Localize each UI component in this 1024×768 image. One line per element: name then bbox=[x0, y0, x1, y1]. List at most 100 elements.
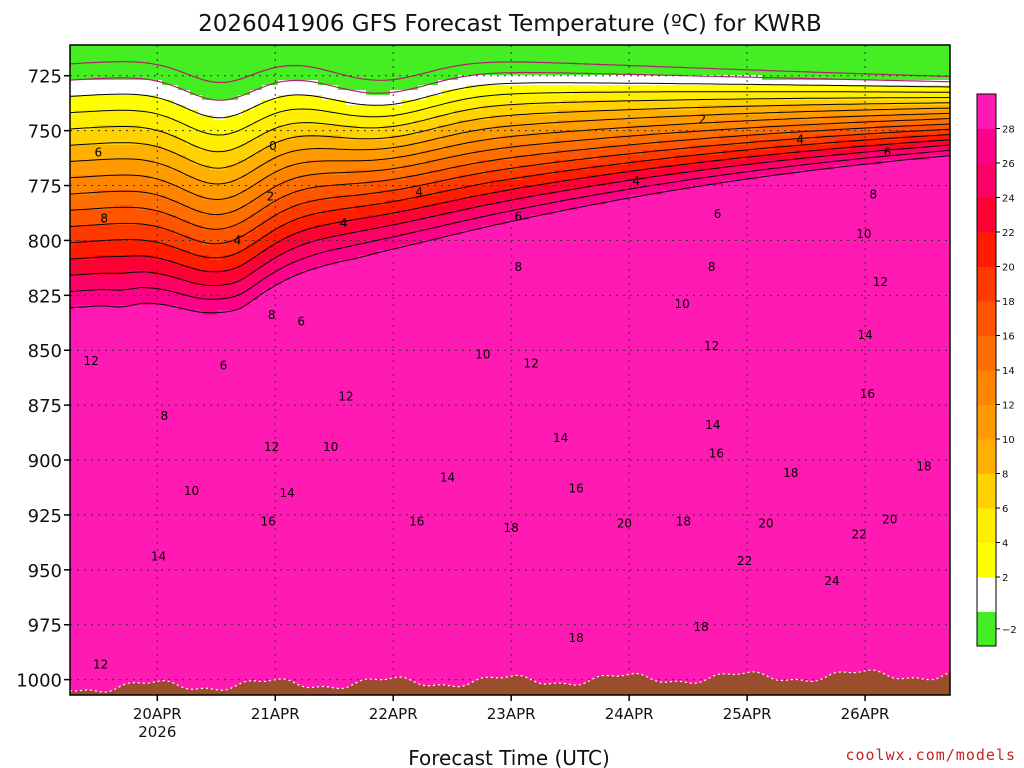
field-cell bbox=[74, 45, 79, 51]
field-cell bbox=[506, 80, 511, 86]
field-cell bbox=[154, 45, 159, 51]
field-cell bbox=[402, 80, 407, 86]
field-cell bbox=[86, 80, 91, 86]
field-cell bbox=[686, 55, 691, 61]
field-cell bbox=[410, 45, 415, 51]
field-cell bbox=[658, 45, 663, 51]
field-cell bbox=[526, 50, 531, 56]
field-cell bbox=[430, 55, 435, 61]
field-cell bbox=[362, 70, 367, 76]
field-cell bbox=[254, 60, 259, 66]
field-cell bbox=[370, 45, 375, 51]
field-cell bbox=[458, 80, 463, 86]
field-cell bbox=[670, 60, 675, 66]
field-cell bbox=[718, 65, 723, 71]
field-cell bbox=[370, 60, 375, 66]
field-cell bbox=[574, 55, 579, 61]
field-cell bbox=[398, 80, 403, 86]
field-cell bbox=[294, 55, 299, 61]
field-cell bbox=[274, 55, 279, 61]
field-cell bbox=[322, 50, 327, 56]
field-cell bbox=[190, 55, 195, 61]
field-cell bbox=[534, 55, 539, 61]
field-cell bbox=[422, 55, 427, 61]
field-cell bbox=[338, 65, 343, 71]
field-cell bbox=[218, 60, 223, 66]
field-cell bbox=[182, 65, 187, 71]
field-cell bbox=[454, 50, 459, 56]
field-cell bbox=[714, 60, 719, 66]
field-cell bbox=[586, 60, 591, 66]
field-cell bbox=[722, 45, 727, 51]
field-cell bbox=[342, 45, 347, 51]
field-cell bbox=[870, 55, 875, 61]
field-cell bbox=[866, 45, 871, 51]
field-cell bbox=[886, 45, 891, 51]
field-cell bbox=[786, 45, 791, 51]
field-cell bbox=[118, 80, 123, 86]
field-cell bbox=[306, 50, 311, 56]
field-cell bbox=[378, 65, 383, 71]
field-cell bbox=[186, 80, 191, 86]
field-cell bbox=[238, 60, 243, 66]
field-cell bbox=[198, 50, 203, 56]
field-cell bbox=[158, 70, 163, 76]
field-cell bbox=[370, 50, 375, 56]
field-cell bbox=[822, 50, 827, 56]
field-cell bbox=[498, 55, 503, 61]
field-cell bbox=[82, 80, 87, 86]
field-cell bbox=[222, 55, 227, 61]
field-cell bbox=[926, 60, 931, 66]
field-cell bbox=[818, 45, 823, 51]
field-cell bbox=[938, 55, 943, 61]
field-cell bbox=[286, 60, 291, 66]
field-cell bbox=[810, 45, 815, 51]
field-cell bbox=[446, 45, 451, 51]
field-cell bbox=[386, 50, 391, 56]
field-cell bbox=[874, 50, 879, 56]
field-cell bbox=[910, 65, 915, 71]
field-cell bbox=[754, 50, 759, 56]
field-cell bbox=[554, 55, 559, 61]
field-cell bbox=[482, 55, 487, 61]
field-cell bbox=[698, 70, 703, 76]
field-cell bbox=[182, 45, 187, 51]
field-cell bbox=[198, 55, 203, 61]
field-cell bbox=[446, 50, 451, 56]
field-cell bbox=[938, 65, 943, 71]
field-cell bbox=[694, 55, 699, 61]
field-cell bbox=[302, 55, 307, 61]
field-cell bbox=[386, 45, 391, 51]
field-cell bbox=[770, 50, 775, 56]
field-cell bbox=[846, 55, 851, 61]
field-cell bbox=[566, 55, 571, 61]
field-cell bbox=[198, 80, 203, 86]
field-cell bbox=[246, 70, 251, 76]
field-cell bbox=[422, 50, 427, 56]
field-cell bbox=[738, 55, 743, 61]
field-cell bbox=[890, 45, 895, 51]
field-cell bbox=[370, 80, 375, 86]
field-cell bbox=[526, 55, 531, 61]
field-cell bbox=[750, 70, 755, 76]
field-cell bbox=[774, 65, 779, 71]
field-cell bbox=[418, 50, 423, 56]
field-cell bbox=[338, 50, 343, 56]
field-cell bbox=[98, 55, 103, 61]
field-cell bbox=[202, 45, 207, 51]
field-cell bbox=[550, 45, 555, 51]
field-cell bbox=[846, 50, 851, 56]
field-cell bbox=[790, 55, 795, 61]
field-cell bbox=[114, 45, 119, 51]
field-cell bbox=[594, 65, 599, 71]
field-cell bbox=[414, 45, 419, 51]
field-cell bbox=[646, 45, 651, 51]
field-cell bbox=[318, 75, 323, 81]
field-cell bbox=[902, 55, 907, 61]
field-cell bbox=[146, 45, 151, 51]
field-cell bbox=[546, 45, 551, 51]
field-cell bbox=[666, 60, 671, 66]
field-cell bbox=[814, 45, 819, 51]
field-cell bbox=[822, 75, 827, 81]
field-cell bbox=[442, 45, 447, 51]
